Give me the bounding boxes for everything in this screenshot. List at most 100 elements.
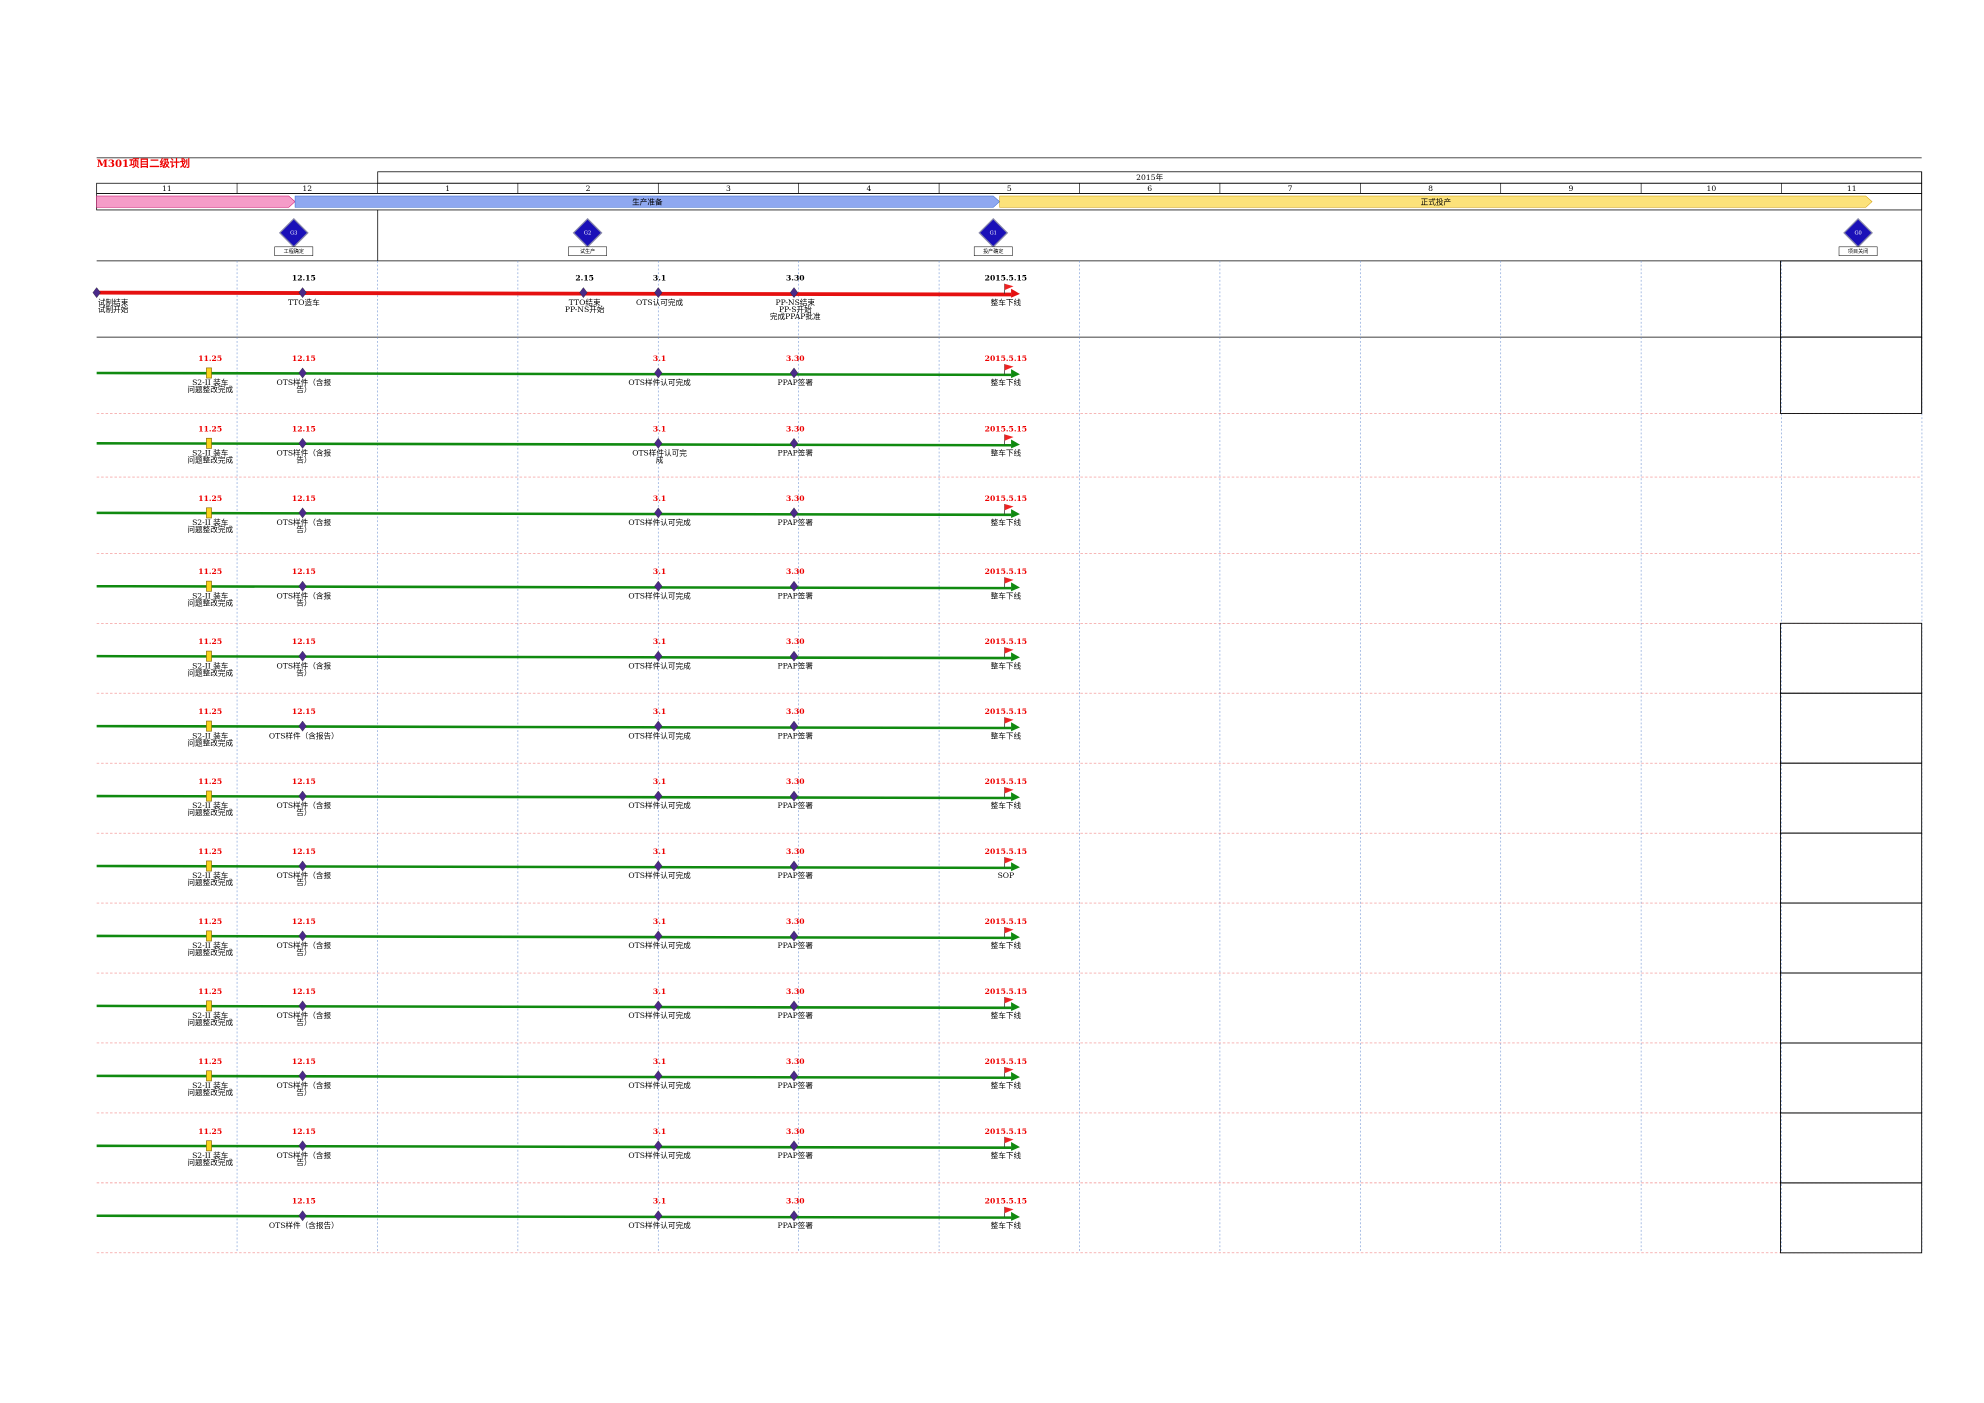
- milestone-marker: [654, 367, 663, 379]
- milestone-label: 整车下线: [991, 1010, 1022, 1020]
- milestone-date: 12.15: [292, 917, 316, 926]
- milestone-label: S2-II 装车: [192, 1150, 229, 1160]
- milestone-label: 整车下线: [991, 730, 1022, 740]
- gate-caption: 投产确定: [983, 248, 1003, 255]
- milestone-date: 3.1: [653, 354, 666, 363]
- milestone-label: 问题整改完成: [187, 947, 233, 957]
- milestone-label: PP-NS开始: [565, 304, 605, 314]
- timeline: [96, 584, 1012, 590]
- milestone-label: OTS样件认可完成: [628, 1220, 691, 1230]
- milestone-date: 3.30: [786, 707, 805, 716]
- milestone-date: 2015.5.15: [985, 424, 1027, 433]
- milestone-label: SOP: [998, 871, 1015, 880]
- milestone-label: 问题整改完成: [187, 807, 233, 817]
- gate-name: G0: [1854, 230, 1861, 236]
- milestone-date: 3.30: [786, 847, 805, 856]
- milestone-label: 告）: [296, 454, 311, 464]
- milestone-date: 3.30: [786, 424, 805, 433]
- phase-label: 生产准备: [632, 196, 663, 206]
- milestone-label: OTS样件（含报: [277, 940, 332, 950]
- milestone-date: 3.30: [786, 777, 805, 786]
- milestone-label: OTS样件认可完成: [628, 1010, 691, 1020]
- milestone-date: 3.30: [786, 567, 805, 576]
- milestone-label: 整车下线: [991, 1220, 1022, 1230]
- milestone-label: 整车下线: [991, 517, 1022, 527]
- milestone-date: 2015.5.15: [985, 917, 1027, 926]
- milestone-date: 2015.5.15: [985, 274, 1027, 283]
- timeline: [96, 290, 1012, 297]
- timeline-arrow: [1011, 1002, 1020, 1011]
- milestone-flag: [1004, 283, 1014, 291]
- sheet-title: M301项目二级计划: [97, 157, 190, 170]
- milestone-date: 3.1: [653, 1127, 666, 1136]
- milestone-label: OTS样件（含报: [277, 1150, 332, 1160]
- timeline: [96, 794, 1012, 800]
- milestone-label: PPAP签署: [778, 448, 814, 458]
- phase-label: 正式投产: [1421, 196, 1452, 206]
- milestone-date: 3.30: [786, 274, 805, 283]
- milestone-label: PPAP签署: [778, 730, 814, 740]
- milestone-marker: [789, 287, 799, 299]
- milestone-date: 12.15: [292, 1057, 316, 1066]
- milestone-flag: [1004, 717, 1014, 724]
- milestone-date: 3.30: [786, 987, 805, 996]
- gate-caption-box: [568, 246, 607, 256]
- milestone-date: 3.1: [653, 917, 666, 926]
- gate-caption: 工程确定: [284, 248, 304, 255]
- milestone-label: OTS样件认可完: [632, 448, 687, 458]
- milestone-label: 告）: [296, 807, 311, 817]
- timeline: [96, 511, 1012, 517]
- milestone-date: 2015.5.15: [985, 637, 1027, 646]
- milestone-date: 12.15: [292, 1127, 316, 1136]
- milestone-label: 告）: [296, 667, 311, 677]
- milestone-marker: [206, 1140, 212, 1152]
- milestone-marker: [298, 367, 307, 379]
- milestone-date: 2015.5.15: [985, 1057, 1027, 1066]
- timeline: [96, 1144, 1012, 1149]
- milestone-date: 12.15: [292, 847, 316, 856]
- milestone-date: 12.15: [292, 1197, 316, 1206]
- milestone-label: OTS认可完成: [636, 297, 683, 307]
- milestone-marker: [654, 790, 663, 802]
- timeline-arrow: [1011, 582, 1020, 592]
- milestone-label: OTS样件（含报: [277, 870, 332, 880]
- month-label: 1: [445, 184, 450, 193]
- milestone-label: S2-II 装车: [192, 800, 229, 810]
- milestone-label: 问题整改完成: [187, 877, 233, 887]
- timeline: [96, 442, 1012, 447]
- milestone-flag: [1004, 1206, 1014, 1214]
- milestone-marker: [654, 1210, 663, 1222]
- milestone-label: 整车下线: [991, 660, 1022, 670]
- milestone-date: 3.1: [653, 494, 666, 503]
- milestone-label: S2-II 装车: [192, 660, 229, 670]
- milestone-label: OTS样件（含报告）: [269, 730, 339, 740]
- milestone-date: 12.15: [292, 637, 316, 646]
- milestone-label: 整车下线: [991, 590, 1022, 600]
- milestone-date: 12.15: [292, 354, 316, 363]
- milestone-label: PP-NS结束: [775, 297, 815, 307]
- milestone-date: 12.15: [292, 567, 316, 576]
- milestone-label: PPAP签署: [778, 660, 814, 670]
- milestone-marker: [789, 930, 799, 942]
- gate-caption: 项目关闭: [1848, 248, 1868, 255]
- milestone-date: 11.25: [198, 494, 222, 503]
- milestone-flag: [1004, 503, 1014, 511]
- milestone-label: 告）: [296, 1157, 311, 1167]
- milestone-date: 3.1: [653, 847, 666, 856]
- milestone-date: 2015.5.15: [985, 987, 1027, 996]
- milestone-date: 3.30: [786, 637, 805, 646]
- milestone-label: 整车下线: [991, 940, 1022, 950]
- milestone-date: 3.1: [653, 1057, 666, 1066]
- milestone-label: OTS样件（含报: [277, 590, 332, 600]
- timeline-arrow: [1011, 652, 1020, 662]
- cell-box: [1780, 1182, 1923, 1254]
- milestone-label: OTS样件认可完成: [628, 1080, 691, 1090]
- milestone-label: OTS样件认可完成: [628, 377, 691, 387]
- milestone-label: PPAP签署: [778, 377, 814, 387]
- milestone-marker: [654, 287, 663, 299]
- milestone-label: 告）: [296, 1017, 311, 1027]
- milestone-label: OTS样件认可完成: [628, 1150, 691, 1160]
- timeline: [96, 1004, 1012, 1010]
- milestone-marker: [298, 580, 307, 592]
- milestone-marker: [298, 720, 307, 732]
